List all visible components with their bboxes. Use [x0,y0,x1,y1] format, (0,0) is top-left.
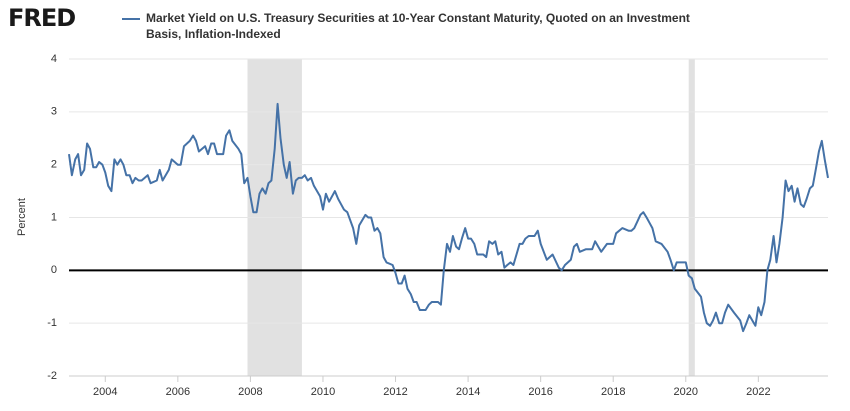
x-tick-label: 2006 [166,386,190,398]
data-line [68,102,829,333]
x-tick-label: 2018 [601,386,625,398]
logo: FRED [8,4,76,32]
y-tick-label: 2 [51,159,57,171]
y-tick-label: 4 [51,53,57,65]
x-tick-label: 2008 [238,386,262,398]
x-tick-label: 2010 [311,386,335,398]
x-tick-label: 2020 [674,386,698,398]
y-tick-label: -1 [47,317,57,329]
x-tick-label: 2022 [746,386,770,398]
y-axis-label: Percent [16,198,28,236]
x-tick-label: 2016 [528,386,552,398]
chart-title: Market Yield on U.S. Treasury Securities… [146,11,690,41]
x-tick-label: 2014 [456,386,480,398]
y-tick-label: 1 [51,211,57,223]
x-tick-label: 2004 [93,386,117,398]
y-tick-label: 0 [51,264,57,276]
y-tick-label: -2 [47,370,57,382]
x-tick-label: 2012 [383,386,407,398]
y-tick-label: 3 [51,106,57,118]
